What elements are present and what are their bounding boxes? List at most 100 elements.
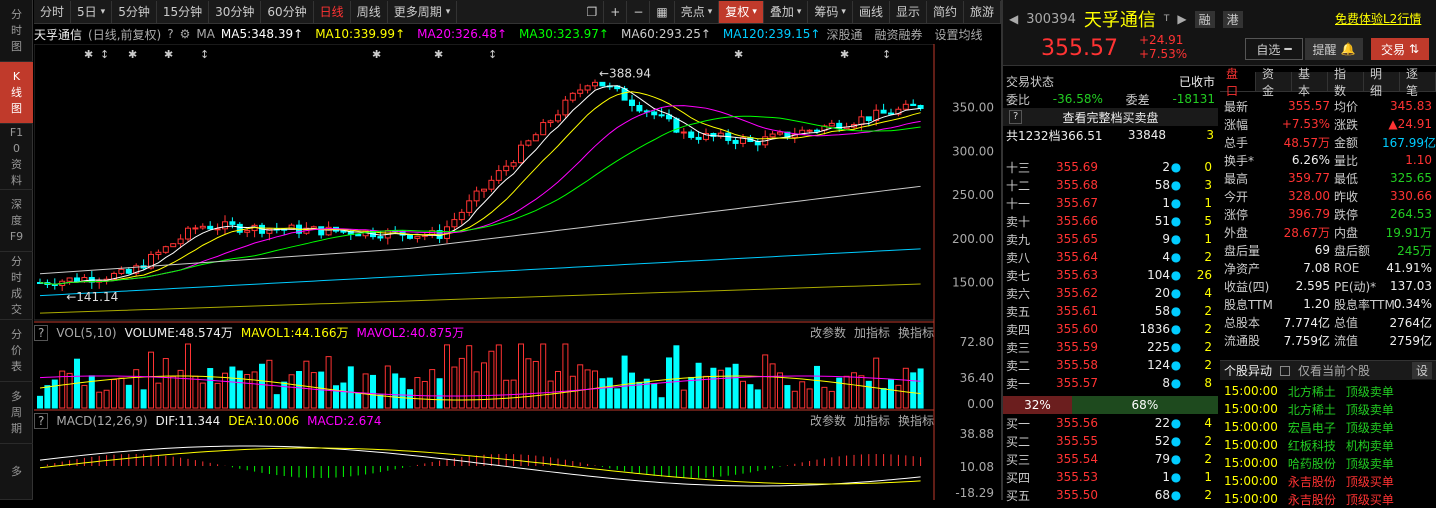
macd-add-indicator[interactable]: 加指标 <box>853 414 890 428</box>
vol-switch-indicator[interactable]: 换指标 <box>897 326 934 340</box>
period-4[interactable]: 30分钟 <box>209 0 262 23</box>
event-marker-icon[interactable]: ↕ <box>100 48 109 61</box>
bid-row[interactable]: 买五 355.50 68 ● 2 <box>1003 486 1218 504</box>
vol-help-icon[interactable]: ? <box>34 324 49 341</box>
period-2[interactable]: 5分钟 <box>112 0 157 23</box>
volume-bar <box>599 378 606 409</box>
free-l2-link[interactable]: 免费体验L2行情 <box>1335 12 1422 26</box>
period-3[interactable]: 15分钟 <box>157 0 210 23</box>
event-marker-icon[interactable]: ✱ <box>840 48 849 61</box>
sidebar-item-2[interactable]: F10资料 <box>0 124 33 190</box>
vol-edit-params[interactable]: 改参数 <box>809 326 846 340</box>
gear-icon[interactable]: ⚙ <box>179 27 191 41</box>
ask-row[interactable]: 十三 355.69 2 ● 0 <box>1003 158 1218 176</box>
event-marker-icon[interactable]: ✱ <box>372 48 381 61</box>
anomaly-row[interactable]: 15:00:00 北方稀土 顶级卖单 <box>1220 382 1436 400</box>
bid-row[interactable]: 买四 355.53 1 ● 1 <box>1003 468 1218 486</box>
book-help-icon[interactable]: ? <box>1009 110 1023 124</box>
alert-button[interactable]: 提醒 🔔 <box>1305 38 1363 60</box>
event-marker-icon[interactable]: ✱ <box>84 48 93 61</box>
sidebar-item-5[interactable]: 分价表 <box>0 320 33 382</box>
event-marker-icon[interactable]: ↕ <box>882 48 891 61</box>
volume-bar <box>703 375 709 409</box>
tool-0[interactable]: 亮点 ▾ <box>675 0 720 23</box>
event-marker-icon[interactable]: ↕ <box>488 48 497 61</box>
candle-body <box>629 99 635 106</box>
event-marker-icon[interactable]: ✱ <box>164 48 173 61</box>
macd-switch-indicator[interactable]: 换指标 <box>897 414 934 428</box>
info-link-0[interactable]: 深股通 <box>826 27 863 42</box>
bid-row[interactable]: 买三 355.54 79 ● 2 <box>1003 450 1218 468</box>
tool-5[interactable]: 显示 <box>890 0 927 23</box>
trade-button[interactable]: 交易 ⇅ <box>1371 38 1429 60</box>
macd-edit-params[interactable]: 改参数 <box>809 414 846 428</box>
period-8[interactable]: 更多周期 ▾ <box>388 0 458 23</box>
anomaly-stock: 红板科技 <box>1287 438 1336 453</box>
sidebar-item-0[interactable]: 分时图 <box>0 0 33 62</box>
tool-7[interactable]: 旅游 <box>964 0 1001 23</box>
help-icon[interactable]: ? <box>167 27 174 41</box>
info-link-2[interactable]: 设置均线 <box>934 27 983 42</box>
event-marker-icon[interactable]: ✱ <box>434 48 443 61</box>
tab-0[interactable]: 盘口 <box>1220 67 1256 98</box>
anomaly-row[interactable]: 15:00:00 永吉股份 顶级买单 <box>1220 472 1436 490</box>
tool-2[interactable]: 叠加 ▾ <box>764 0 809 23</box>
sidebar-item-4[interactable]: 分时成交 <box>0 252 33 320</box>
tab-4[interactable]: 明细 <box>1364 67 1400 98</box>
chart-area[interactable]: 350.00 300.00 250.00 200.00 150.00 ←388.94 ←14… <box>34 44 1001 500</box>
tool-1[interactable]: 复权 ▾ <box>719 0 764 23</box>
ask-row[interactable]: 卖七 355.63 104 ● 26 <box>1003 266 1218 284</box>
tab-5[interactable]: 逐笔 <box>1400 67 1436 98</box>
ask-row[interactable]: 卖八 355.64 4 ● 2 <box>1003 248 1218 266</box>
sidebar-item-1[interactable]: K线图 <box>0 62 33 124</box>
bid-row[interactable]: 买一 355.56 22 ● 4 <box>1003 414 1218 432</box>
anomaly-row[interactable]: 15:00:00 永吉股份 顶级买单 <box>1220 490 1436 508</box>
copy-icon[interactable]: ❐ <box>581 0 605 23</box>
ask-row[interactable]: 卖一 355.57 8 ● 8 <box>1003 374 1218 392</box>
event-marker-icon[interactable]: ✱ <box>128 48 137 61</box>
macd-help-icon[interactable]: ? <box>34 412 49 429</box>
bid-row[interactable]: 买二 355.55 52 ● 2 <box>1003 432 1218 450</box>
ask-row[interactable]: 卖二 355.58 124 ● 2 <box>1003 356 1218 374</box>
watchlist-button[interactable]: 自选 ━ <box>1245 38 1303 60</box>
plus-icon[interactable]: + <box>604 0 628 23</box>
ask-row[interactable]: 卖三 355.59 225 ● 2 <box>1003 338 1218 356</box>
event-marker-icon[interactable]: ↕ <box>200 48 209 61</box>
next-stock-icon[interactable]: ▶ <box>1177 12 1187 26</box>
grid-icon[interactable]: ▦ <box>650 0 675 23</box>
anomaly-row[interactable]: 15:00:00 宏昌电子 顶级卖单 <box>1220 418 1436 436</box>
ask-row[interactable]: 卖四 355.60 1836 ● 2 <box>1003 320 1218 338</box>
minus-icon[interactable]: − <box>627 0 651 23</box>
ask-row[interactable]: 十一 355.67 1 ● 1 <box>1003 194 1218 212</box>
view-full-book-button[interactable]: ? 查看完整档买卖盘 <box>1003 108 1218 126</box>
prev-stock-icon[interactable]: ◀ <box>1009 12 1019 26</box>
vol-add-indicator[interactable]: 加指标 <box>853 326 890 340</box>
ask-row[interactable]: 卖九 355.65 9 ● 1 <box>1003 230 1218 248</box>
tab-3[interactable]: 指数 <box>1328 67 1364 98</box>
info-link-1[interactable]: 融资融券 <box>874 27 923 42</box>
ask-row[interactable]: 十二 355.68 58 ● 3 <box>1003 176 1218 194</box>
ask-row[interactable]: 卖六 355.62 20 ● 4 <box>1003 284 1218 302</box>
period-0[interactable]: 分时 <box>34 0 72 23</box>
anomaly-settings-button[interactable]: 设 <box>1411 362 1432 379</box>
ask-row[interactable]: 卖五 355.61 58 ● 2 <box>1003 302 1218 320</box>
sidebar-item-3[interactable]: 深度F9 <box>0 190 33 252</box>
anomaly-row[interactable]: 15:00:00 红板科技 机构卖单 <box>1220 436 1436 454</box>
anomaly-row[interactable]: 15:00:00 哈药股份 顶级卖单 <box>1220 454 1436 472</box>
anomaly-row[interactable]: 15:00:00 北方稀土 顶级卖单 <box>1220 400 1436 418</box>
tool-4[interactable]: 画线 <box>853 0 890 23</box>
event-marker-icon[interactable]: ✱ <box>734 48 743 61</box>
period-7[interactable]: 周线 <box>351 0 388 23</box>
tool-3[interactable]: 筹码 ▾ <box>808 0 853 23</box>
ask-row[interactable]: 卖十 355.66 51 ● 5 <box>1003 212 1218 230</box>
only-current-checkbox[interactable] <box>1280 365 1291 376</box>
tab-1[interactable]: 资金 <box>1256 67 1292 98</box>
sidebar-item-6[interactable]: 多周期 <box>0 382 33 444</box>
period-1[interactable]: 5日 ▾ <box>71 0 113 23</box>
period-5[interactable]: 60分钟 <box>261 0 314 23</box>
tab-2[interactable]: 基本 <box>1292 67 1328 98</box>
panel-splitter[interactable] <box>1001 0 1003 500</box>
tool-6[interactable]: 简约 <box>927 0 964 23</box>
period-6[interactable]: 日线 <box>314 0 351 23</box>
sidebar-item-7[interactable]: 多 <box>0 444 33 500</box>
